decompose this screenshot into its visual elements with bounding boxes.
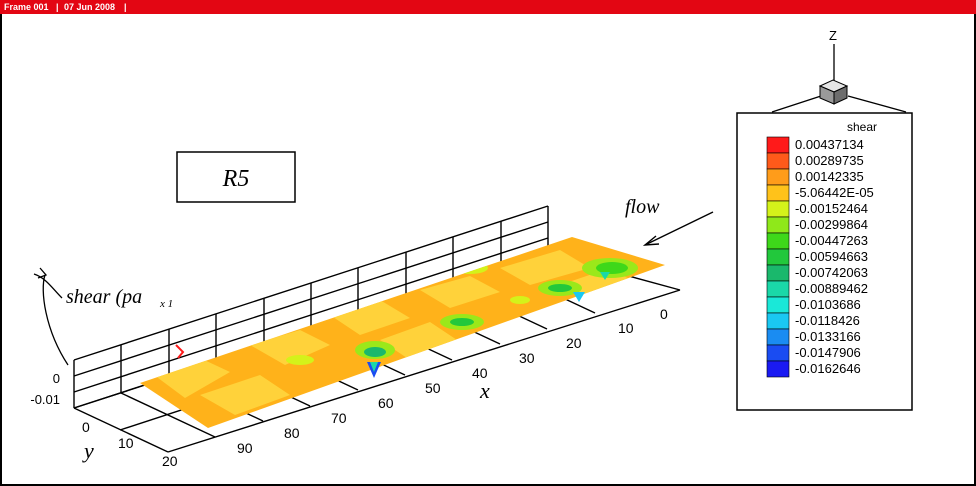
legend-swatch bbox=[766, 248, 790, 266]
legend-swatch bbox=[766, 328, 790, 346]
legend-label: 0.00142335 bbox=[795, 169, 864, 184]
legend-label: -0.0147906 bbox=[795, 345, 861, 360]
x-tick-label: 20 bbox=[566, 335, 582, 351]
legend-label: -0.0118426 bbox=[795, 313, 860, 328]
legend-swatch bbox=[766, 280, 790, 298]
legend-swatch bbox=[766, 232, 790, 250]
back-wall-grid bbox=[73, 205, 549, 409]
x-tick-label: 40 bbox=[472, 365, 488, 381]
x-tick-label: 90 bbox=[237, 440, 253, 456]
x-tick-label: 30 bbox=[519, 350, 535, 366]
legend-label: -0.00447263 bbox=[795, 233, 868, 248]
x-tick-label: 50 bbox=[425, 380, 441, 396]
legend-label: 0.00437134 bbox=[795, 137, 864, 152]
x-tick-label: 80 bbox=[284, 425, 300, 441]
legend-swatch bbox=[766, 360, 790, 378]
legend-swatch bbox=[766, 184, 790, 202]
flow-label: flow bbox=[625, 196, 660, 218]
shear-pointer-line bbox=[42, 274, 69, 366]
legend-label: -5.06442E-05 bbox=[795, 185, 874, 200]
legend-label: -0.0133166 bbox=[795, 329, 861, 344]
flow-arrow bbox=[642, 211, 714, 246]
legend-label: -0.00594663 bbox=[795, 249, 868, 264]
orient-z-label: Z bbox=[829, 28, 837, 43]
header-separator-end: | bbox=[124, 2, 127, 12]
legend-label: -0.0162646 bbox=[795, 361, 861, 376]
legend-swatch bbox=[766, 200, 790, 218]
x-tick-labels: 0 10 20 30 40 50 60 70 80 90 bbox=[237, 306, 668, 456]
x-tick-label: 10 bbox=[618, 320, 634, 336]
legend-swatch bbox=[766, 136, 790, 154]
shear-surface bbox=[140, 237, 665, 428]
y-tick-label: 10 bbox=[118, 435, 134, 451]
x-tick-label: 0 bbox=[660, 306, 668, 322]
frame-label: Frame 001 bbox=[4, 2, 49, 12]
title-text: R5 bbox=[222, 166, 250, 192]
legend-title: shear bbox=[847, 120, 877, 134]
shear-axis-label-tail: x 1 bbox=[159, 298, 173, 310]
plot-frame bbox=[0, 14, 976, 486]
legend-box bbox=[736, 112, 913, 411]
y-tick-label: 20 bbox=[162, 453, 178, 469]
legend-label: -0.00299864 bbox=[795, 217, 868, 232]
z-tick-label: -0.01 bbox=[30, 392, 60, 407]
orientation-cube-icon bbox=[818, 79, 849, 105]
title-box bbox=[176, 151, 296, 203]
frame-header-bar: Frame 001 | 07 Jun 2008 | bbox=[0, 0, 976, 14]
y-tick-labels: 0 10 20 bbox=[82, 419, 178, 469]
legend-label: 0.00289735 bbox=[795, 153, 864, 168]
shear-pointer-arrow bbox=[37, 267, 48, 279]
legend-label: -0.00152464 bbox=[795, 201, 868, 216]
legend-swatch bbox=[766, 312, 790, 330]
date-label: 07 Jun 2008 bbox=[64, 2, 116, 12]
legend-label: -0.00889462 bbox=[795, 281, 868, 296]
legend-label: -0.0103686 bbox=[795, 297, 861, 312]
y-tick-label: 0 bbox=[82, 419, 90, 435]
legend-swatch bbox=[766, 344, 790, 362]
legend-swatch bbox=[766, 264, 790, 282]
x-tick-label: 60 bbox=[378, 395, 394, 411]
x-axis-label: x bbox=[479, 378, 490, 403]
legend-swatch bbox=[766, 168, 790, 186]
z-tick-label: 0 bbox=[53, 371, 60, 386]
legend-swatch bbox=[766, 296, 790, 314]
shear-pointer-curve bbox=[33, 273, 63, 299]
shear-axis-label: shear (pa bbox=[66, 286, 142, 308]
orientation-axes bbox=[771, 44, 907, 113]
legend-swatches bbox=[766, 136, 790, 378]
header-separator: | bbox=[56, 2, 59, 12]
legend-swatch bbox=[766, 152, 790, 170]
legend-labels: 0.004371340.002897350.00142335-5.06442E-… bbox=[795, 137, 874, 376]
legend-label: -0.00742063 bbox=[795, 265, 868, 280]
legend-swatch bbox=[766, 216, 790, 234]
x-tick-label: 70 bbox=[331, 410, 347, 426]
y-axis-label: y bbox=[82, 438, 94, 463]
